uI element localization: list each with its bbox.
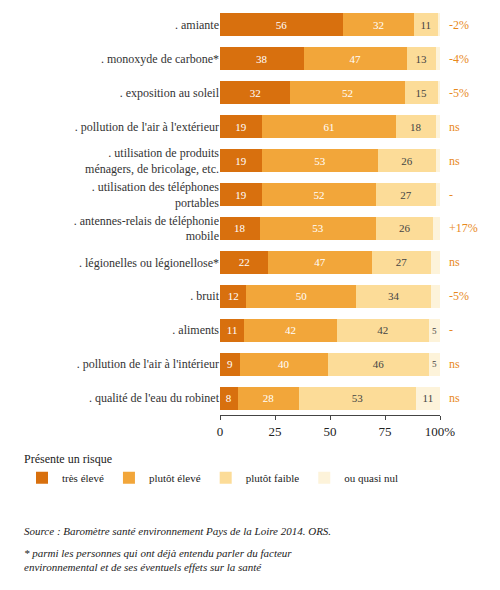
svg-text:42: 42 — [377, 324, 388, 336]
svg-text:. aliments: . aliments — [172, 323, 219, 337]
svg-text:11: 11 — [227, 324, 238, 336]
svg-text:46: 46 — [373, 358, 385, 370]
svg-text:38: 38 — [256, 53, 268, 65]
svg-text:100%: 100% — [425, 424, 456, 439]
svg-text:15: 15 — [416, 87, 428, 99]
svg-text:27: 27 — [400, 189, 412, 201]
svg-text:53: 53 — [352, 392, 364, 404]
svg-text:26: 26 — [399, 222, 411, 234]
svg-text:. légionelles ou légionellose*: . légionelles ou légionellose* — [79, 256, 219, 270]
svg-text:ns: ns — [449, 255, 460, 269]
svg-text:. amiante: . amiante — [175, 18, 219, 32]
svg-text:. antennes-relais de téléphoni: . antennes-relais de téléphoniemobile — [74, 214, 219, 244]
svg-text:ns: ns — [449, 391, 460, 405]
svg-text:. bruit: . bruit — [190, 289, 219, 303]
svg-text:19: 19 — [235, 189, 247, 201]
svg-text:18: 18 — [234, 222, 246, 234]
svg-text:34: 34 — [388, 290, 400, 302]
svg-text:0: 0 — [217, 424, 224, 439]
svg-text:. exposition au soleil: . exposition au soleil — [120, 86, 220, 100]
svg-text:22: 22 — [239, 256, 250, 268]
svg-text:Présente un risque: Présente un risque — [24, 452, 112, 466]
svg-text:. utilisation des téléphonespo: . utilisation des téléphonesportables — [92, 180, 220, 210]
svg-text:61: 61 — [323, 121, 334, 133]
svg-text:56: 56 — [276, 19, 288, 31]
svg-text:Source : Baromètre santé envir: Source : Baromètre santé environnement P… — [24, 525, 331, 537]
svg-text:47: 47 — [314, 256, 326, 268]
svg-text:8: 8 — [226, 392, 232, 404]
svg-text:53: 53 — [312, 222, 324, 234]
svg-text:50: 50 — [324, 424, 337, 439]
svg-text:-: - — [449, 188, 453, 202]
svg-text:-2%: -2% — [449, 18, 469, 32]
svg-text:52: 52 — [342, 87, 353, 99]
svg-text:27: 27 — [396, 256, 408, 268]
svg-text:très élevé: très élevé — [62, 472, 104, 484]
svg-text:13: 13 — [416, 53, 428, 65]
svg-text:53: 53 — [314, 155, 326, 167]
svg-text:plutôt élevé: plutôt élevé — [149, 472, 201, 484]
svg-text:75: 75 — [379, 424, 392, 439]
svg-text:28: 28 — [263, 392, 275, 404]
svg-text:9: 9 — [227, 358, 233, 370]
svg-text:ou quasi nul: ou quasi nul — [344, 472, 398, 484]
svg-text:42: 42 — [285, 324, 296, 336]
svg-text:40: 40 — [278, 358, 290, 370]
svg-text:19: 19 — [235, 121, 247, 133]
svg-text:50: 50 — [296, 290, 308, 302]
svg-text:11: 11 — [420, 19, 431, 31]
svg-text:-5%: -5% — [449, 86, 469, 100]
svg-text:5: 5 — [432, 326, 437, 336]
svg-text:ns: ns — [449, 154, 460, 168]
svg-text:-: - — [449, 323, 453, 337]
svg-text:47: 47 — [350, 53, 362, 65]
svg-text:52: 52 — [314, 189, 325, 201]
svg-text:ns: ns — [449, 120, 460, 134]
svg-text:32: 32 — [373, 19, 384, 31]
svg-text:. pollution de l'air à l'intér: . pollution de l'air à l'intérieur — [77, 357, 219, 371]
svg-text:12: 12 — [228, 290, 239, 302]
svg-text:-5%: -5% — [449, 289, 469, 303]
svg-text:plutôt faible: plutôt faible — [246, 472, 300, 484]
svg-text:19: 19 — [235, 155, 247, 167]
svg-text:. utilisation de produitsménag: . utilisation de produitsménagers, de br… — [85, 146, 219, 176]
svg-text:ns: ns — [449, 357, 460, 371]
svg-text:. pollution de l'air à l'extér: . pollution de l'air à l'extérieur — [75, 120, 219, 134]
svg-text:11: 11 — [423, 392, 434, 404]
svg-text:-4%: -4% — [449, 52, 469, 66]
svg-text:. qualité de l'eau du robinet: . qualité de l'eau du robinet — [89, 391, 220, 405]
svg-text:25: 25 — [269, 424, 282, 439]
svg-text:26: 26 — [401, 155, 413, 167]
svg-text:+17%: +17% — [449, 221, 478, 235]
svg-text:. monoxyde de carbone*: . monoxyde de carbone* — [101, 52, 219, 66]
svg-text:18: 18 — [410, 121, 422, 133]
svg-text:* parmi les personnes qui ont: * parmi les personnes qui ont déjà enten… — [24, 547, 292, 573]
svg-text:5: 5 — [432, 359, 437, 369]
svg-text:32: 32 — [250, 87, 261, 99]
